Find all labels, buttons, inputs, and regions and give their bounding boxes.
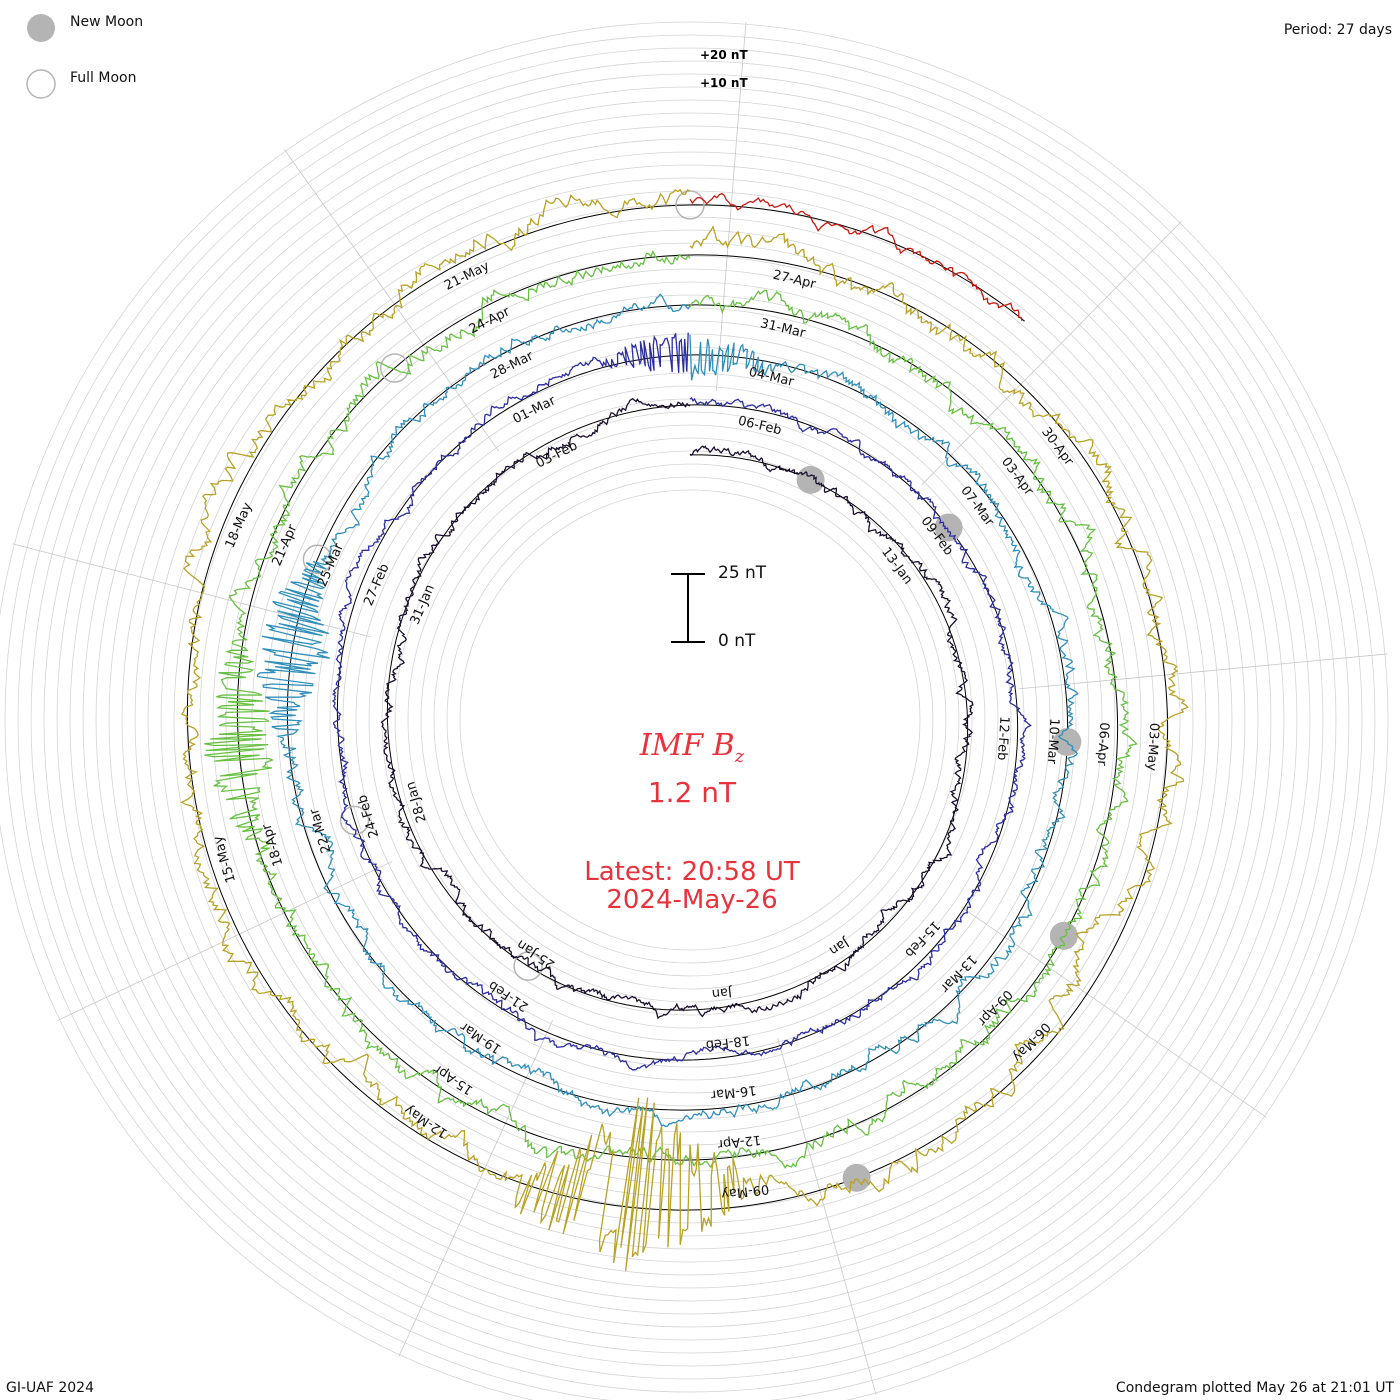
- grid-ring: [121, 151, 1259, 1289]
- grid-ring: [433, 463, 947, 977]
- grid-spoke: [398, 1019, 554, 1357]
- date-label: 06-Apr: [1094, 722, 1112, 767]
- date-label: 27-Apr: [771, 268, 817, 293]
- data-series: [180, 188, 1189, 1271]
- date-label: 28-Jan: [403, 780, 429, 825]
- credit-label: GI-UAF 2024: [6, 1380, 94, 1396]
- legend-markers: [26, 14, 56, 99]
- date-label: 16-Mar: [709, 1082, 757, 1102]
- current-value: 1.2 nT: [647, 776, 737, 809]
- date-label: 18-May: [223, 500, 256, 550]
- scale-top-label: 25 nT: [718, 563, 767, 583]
- grid-ring: [446, 476, 934, 964]
- new-moon-marker: [842, 1163, 871, 1192]
- parameter-symbol: IMF B: [639, 728, 735, 763]
- grid-ring: [30, 60, 1350, 1380]
- grid-ring: [420, 450, 960, 990]
- grid-ring: [225, 255, 1155, 1185]
- grid-ring: [355, 385, 1025, 1055]
- grid-spoke: [57, 861, 393, 1021]
- date-label: 31-Mar: [759, 316, 808, 341]
- series-rotation-6: [689, 192, 1023, 321]
- grid-ring: [277, 307, 1103, 1133]
- grid-ring: [238, 268, 1142, 1172]
- grid-ring: [459, 489, 921, 951]
- grid-ring: [82, 112, 1298, 1328]
- full-moon-marker: [513, 951, 543, 981]
- date-label: 18-Feb: [705, 1032, 751, 1052]
- series-rotation-5: [180, 188, 1189, 1271]
- date-label: 06-Feb: [736, 414, 783, 439]
- date-label: 31-Jan: [408, 582, 438, 627]
- grid-spoke: [715, 22, 747, 392]
- new-moon-legend-label: New Moon: [70, 14, 144, 30]
- date-label: 12-Feb: [994, 716, 1012, 761]
- grid-ring: [4, 34, 1376, 1400]
- grid-spoke: [777, 1038, 877, 1395]
- latest-time: Latest: 20:58 UT: [584, 857, 800, 887]
- date-label: 18-Apr: [259, 821, 286, 868]
- grid: [0, 21, 1389, 1400]
- grid-spoke: [284, 149, 500, 452]
- plot-time-label: Condegram plotted May 26 at 21:01 UT: [1115, 1380, 1394, 1396]
- grid-ring: [290, 320, 1090, 1120]
- ring-label-plus10: +10 nT: [700, 76, 748, 90]
- date-label: 27-Feb: [361, 562, 392, 609]
- grid-ring: [17, 47, 1363, 1393]
- grid-ring: [407, 437, 973, 1003]
- scale-bar: [671, 573, 705, 643]
- series-rotation-2: [331, 332, 1032, 1071]
- grid-ring: [147, 177, 1233, 1263]
- series-rotation-3: [256, 293, 1079, 1128]
- latest-date: 2024-May-26: [606, 885, 778, 915]
- date-label: 12-Apr: [716, 1131, 762, 1151]
- date-label: 09-May: [720, 1181, 770, 1202]
- date-label: Jan: [711, 984, 734, 1001]
- date-label: 25-Jan: [514, 936, 557, 972]
- grid-ring: [108, 138, 1272, 1302]
- parameter-subscript: z: [734, 746, 745, 767]
- date-label: 10-Mar: [1044, 718, 1062, 765]
- parameter-name: IMF Bz: [492, 728, 892, 767]
- date-label: 03-May: [1144, 722, 1162, 771]
- ring-label-plus20: +20 nT: [700, 48, 748, 62]
- grid-ring: [173, 203, 1207, 1237]
- full-moon-legend-label: Full Moon: [70, 70, 137, 86]
- moon-markers: [302, 190, 1082, 1192]
- grid-ring: [329, 359, 1051, 1081]
- grid-ring: [303, 333, 1077, 1107]
- full-moon-marker: [302, 544, 333, 575]
- date-label: 13-Jan: [878, 545, 915, 588]
- date-label: 03-Feb: [534, 438, 580, 471]
- grid-ring: [95, 125, 1285, 1315]
- full-moon-legend-icon: [26, 69, 56, 99]
- grid-ring: [43, 73, 1337, 1367]
- latest-timestamp: Latest: 20:58 UT 2024-May-26: [492, 858, 892, 914]
- date-label: 21-May: [442, 259, 492, 294]
- grid-ring: [69, 99, 1311, 1341]
- grid-ring: [394, 424, 986, 1016]
- date-label: 15-Feb: [901, 918, 942, 960]
- new-moon-legend-icon: [27, 14, 55, 42]
- new-moon-marker: [1049, 921, 1078, 950]
- new-moon-marker: [796, 465, 825, 494]
- new-moon-marker: [934, 513, 963, 542]
- grid-ring: [0, 21, 1389, 1400]
- grid-ring: [381, 411, 999, 1029]
- grid-ring: [56, 86, 1324, 1354]
- date-label: 06-May: [1009, 1019, 1053, 1065]
- grid-spoke: [1018, 653, 1387, 690]
- grid-ring: [134, 164, 1246, 1276]
- period-label: Period: 27 days: [1283, 22, 1392, 38]
- scale-bottom-label: 0 nT: [718, 631, 756, 651]
- grid-spoke: [961, 906, 1267, 1118]
- grid-spoke: [921, 221, 1182, 486]
- series-rotation-1: [380, 397, 974, 1020]
- grid-ring: [342, 372, 1038, 1068]
- grid-ring: [199, 229, 1181, 1211]
